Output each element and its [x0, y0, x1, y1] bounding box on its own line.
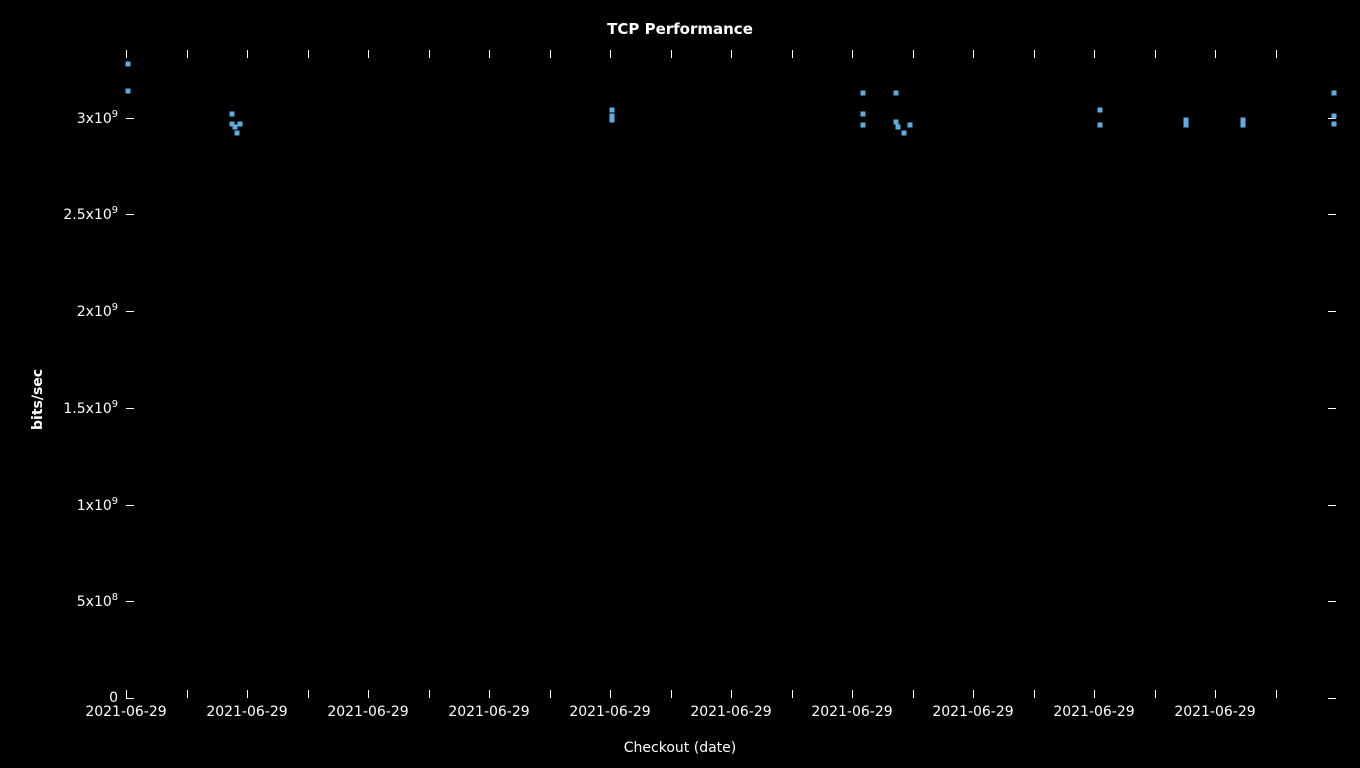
- data-point: [893, 90, 898, 95]
- y-axis-label: bits/sec: [30, 369, 46, 430]
- y-tick-mark: [126, 505, 134, 506]
- x-tick-label: 2021-06-29: [932, 704, 1013, 720]
- y-tick-mark: [1328, 505, 1336, 506]
- data-point: [1331, 113, 1336, 118]
- tcp-performance-chart: TCP Performance bits/sec Checkout (date)…: [0, 0, 1360, 768]
- data-point: [126, 61, 131, 66]
- data-point: [126, 88, 131, 93]
- y-tick-mark: [126, 408, 134, 409]
- x-tick-label: 2021-06-29: [690, 704, 771, 720]
- x-tick-mark: [610, 50, 611, 58]
- x-tick-mark: [308, 50, 309, 58]
- x-tick-mark: [1215, 690, 1216, 698]
- y-tick-label: 1.5x109: [48, 399, 118, 417]
- x-tick-mark: [671, 690, 672, 698]
- x-axis-label: Checkout (date): [0, 740, 1360, 756]
- data-point: [610, 107, 615, 112]
- y-tick-mark: [1328, 698, 1336, 699]
- x-tick-mark: [187, 50, 188, 58]
- x-tick-label: 2021-06-29: [206, 704, 287, 720]
- x-tick-mark: [308, 690, 309, 698]
- x-tick-mark: [368, 50, 369, 58]
- x-tick-mark: [247, 50, 248, 58]
- x-tick-mark: [1155, 690, 1156, 698]
- x-tick-mark: [429, 690, 430, 698]
- chart-title: TCP Performance: [0, 20, 1360, 38]
- x-tick-mark: [429, 50, 430, 58]
- y-tick-label: 1x109: [48, 496, 118, 514]
- x-tick-mark: [792, 690, 793, 698]
- x-tick-mark: [1276, 50, 1277, 58]
- y-tick-mark: [126, 214, 134, 215]
- plot-area: [126, 50, 1336, 698]
- x-tick-mark: [1034, 50, 1035, 58]
- x-tick-mark: [1094, 690, 1095, 698]
- x-tick-mark: [126, 50, 127, 58]
- x-tick-label: 2021-06-29: [1174, 704, 1255, 720]
- data-point: [860, 111, 865, 116]
- data-point: [1331, 90, 1336, 95]
- x-tick-label: 2021-06-29: [811, 704, 892, 720]
- data-point: [893, 119, 898, 124]
- data-point: [230, 111, 235, 116]
- y-tick-label: 2.5x109: [48, 206, 118, 224]
- data-point: [902, 131, 907, 136]
- data-point: [1183, 123, 1188, 128]
- x-tick-mark: [550, 50, 551, 58]
- y-tick-mark: [126, 601, 134, 602]
- x-tick-mark: [852, 50, 853, 58]
- x-tick-mark: [550, 690, 551, 698]
- x-tick-mark: [1276, 690, 1277, 698]
- x-tick-mark: [973, 50, 974, 58]
- x-tick-mark: [247, 690, 248, 698]
- y-tick-mark: [1328, 601, 1336, 602]
- x-tick-mark: [913, 690, 914, 698]
- x-tick-label: 2021-06-29: [85, 704, 166, 720]
- data-point: [895, 125, 900, 130]
- data-point: [1240, 117, 1245, 122]
- x-tick-mark: [852, 690, 853, 698]
- x-tick-label: 2021-06-29: [1053, 704, 1134, 720]
- x-tick-mark: [973, 690, 974, 698]
- data-point: [1098, 107, 1103, 112]
- x-tick-mark: [368, 690, 369, 698]
- y-tick-mark: [126, 118, 134, 119]
- data-point: [610, 113, 615, 118]
- data-point: [1098, 123, 1103, 128]
- x-tick-mark: [1215, 50, 1216, 58]
- y-tick-label: 2x109: [48, 302, 118, 320]
- y-tick-label: 3x109: [48, 109, 118, 127]
- y-tick-mark: [1328, 408, 1336, 409]
- y-tick-mark: [126, 311, 134, 312]
- data-point: [860, 123, 865, 128]
- x-tick-mark: [1094, 50, 1095, 58]
- x-tick-mark: [731, 50, 732, 58]
- x-tick-mark: [489, 50, 490, 58]
- data-point: [860, 90, 865, 95]
- x-tick-mark: [126, 690, 127, 698]
- x-tick-mark: [671, 50, 672, 58]
- x-tick-label: 2021-06-29: [448, 704, 529, 720]
- data-point: [1331, 121, 1336, 126]
- data-point: [1240, 123, 1245, 128]
- x-tick-mark: [1155, 50, 1156, 58]
- data-point: [908, 123, 913, 128]
- x-tick-mark: [489, 690, 490, 698]
- y-tick-label: 5x108: [48, 592, 118, 610]
- x-tick-mark: [731, 690, 732, 698]
- x-tick-mark: [187, 690, 188, 698]
- x-tick-mark: [610, 690, 611, 698]
- x-tick-mark: [1034, 690, 1035, 698]
- x-tick-mark: [913, 50, 914, 58]
- x-tick-label: 2021-06-29: [327, 704, 408, 720]
- data-point: [237, 121, 242, 126]
- data-point: [235, 131, 240, 136]
- x-tick-label: 2021-06-29: [569, 704, 650, 720]
- x-tick-mark: [792, 50, 793, 58]
- y-tick-mark: [1328, 311, 1336, 312]
- y-tick-mark: [126, 698, 134, 699]
- data-point: [1183, 117, 1188, 122]
- y-tick-mark: [1328, 214, 1336, 215]
